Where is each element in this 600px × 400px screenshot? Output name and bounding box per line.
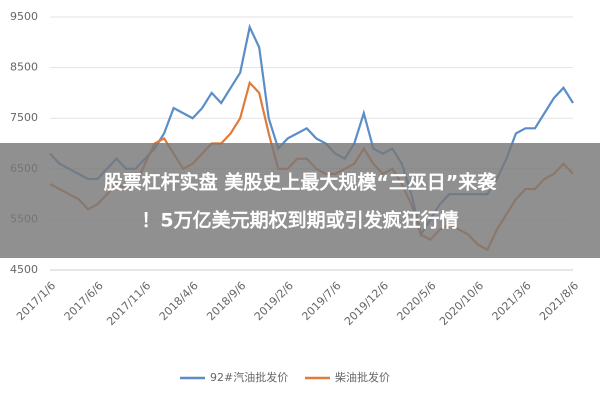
x-tick-label: 2020/5/6 [394, 279, 438, 323]
x-tick-label: 2021/3/6 [490, 279, 534, 323]
banner-text: 股票杠杆实盘 美股史上最大规模“三巫日”来袭 [104, 171, 498, 194]
x-tick-label: 2018/4/6 [157, 279, 201, 323]
y-tick-label: 9500 [10, 10, 38, 23]
x-tick-label: 2018/9/6 [204, 279, 248, 323]
banner-background [0, 143, 600, 258]
x-tick-label: 2019/7/6 [299, 279, 343, 323]
y-tick-label: 4500 [10, 263, 38, 276]
x-tick-label: 2017/6/6 [62, 279, 106, 323]
x-tick-label: 2020/10/6 [437, 279, 486, 328]
banner-text: ！5万亿美元期权到期或引发疯狂行情 [141, 209, 458, 232]
y-tick-label: 8500 [10, 61, 38, 74]
x-tick-label: 2017/1/6 [14, 279, 58, 323]
y-tick-label: 7500 [10, 111, 38, 124]
x-tick-label: 2017/11/6 [104, 279, 153, 328]
x-tick-label: 2019/12/6 [342, 279, 391, 328]
x-tick-label: 2021/8/6 [537, 279, 581, 323]
legend-label: 柴油批发价 [335, 370, 390, 384]
x-tick-label: 2019/2/6 [252, 279, 296, 323]
legend-label: 92#汽油批发价 [210, 370, 288, 384]
